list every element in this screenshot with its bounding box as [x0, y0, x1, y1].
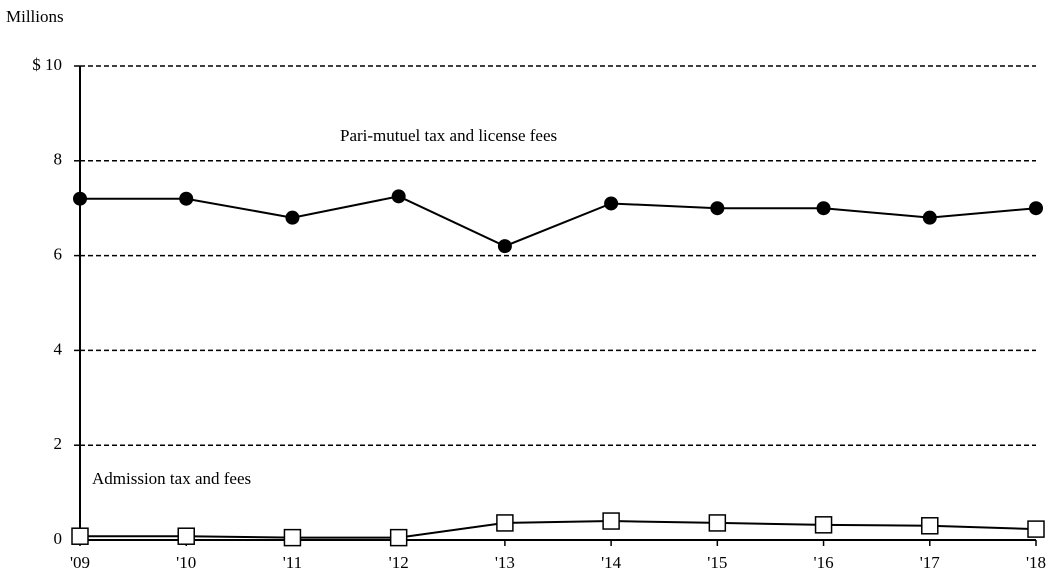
point	[710, 201, 725, 216]
y-axis-label: Millions	[6, 7, 64, 26]
point	[708, 514, 727, 532]
x-tick-label: '14	[601, 553, 622, 572]
x-tick-label: '09	[70, 553, 90, 572]
x-tick-label: '13	[495, 553, 515, 572]
point	[71, 527, 89, 545]
x-tick-label: '18	[1026, 553, 1046, 572]
point	[283, 528, 302, 547]
point	[1027, 520, 1045, 538]
point	[604, 196, 619, 211]
series-line	[80, 520, 1037, 539]
point	[496, 514, 514, 532]
point	[285, 210, 300, 225]
x-tick-label: '17	[920, 553, 941, 572]
x-tick-label: '10	[176, 553, 196, 572]
point	[921, 517, 939, 535]
series-label: Admission tax and fees	[92, 469, 251, 488]
y-tick-label: 8	[54, 150, 63, 169]
series-line	[80, 195, 1037, 248]
point	[389, 528, 408, 547]
point	[179, 191, 194, 206]
y-tick-label: $ 10	[32, 55, 62, 74]
x-tick-label: '16	[814, 553, 834, 572]
point	[1029, 201, 1043, 216]
point	[73, 191, 87, 206]
y-tick-label: 2	[54, 434, 63, 453]
point	[497, 239, 512, 254]
point	[177, 527, 195, 545]
y-tick-label: 0	[54, 529, 63, 548]
y-tick-label: 6	[54, 245, 63, 264]
x-tick-label: '12	[389, 553, 409, 572]
point	[602, 512, 620, 530]
point	[816, 201, 831, 216]
x-tick-label: '11	[283, 553, 302, 572]
point	[814, 516, 833, 534]
point	[391, 189, 406, 204]
point	[922, 210, 937, 225]
y-tick-label: 4	[54, 339, 63, 358]
series-label: Pari-mutuel tax and license fees	[340, 126, 557, 145]
x-tick-label: '15	[707, 553, 727, 572]
